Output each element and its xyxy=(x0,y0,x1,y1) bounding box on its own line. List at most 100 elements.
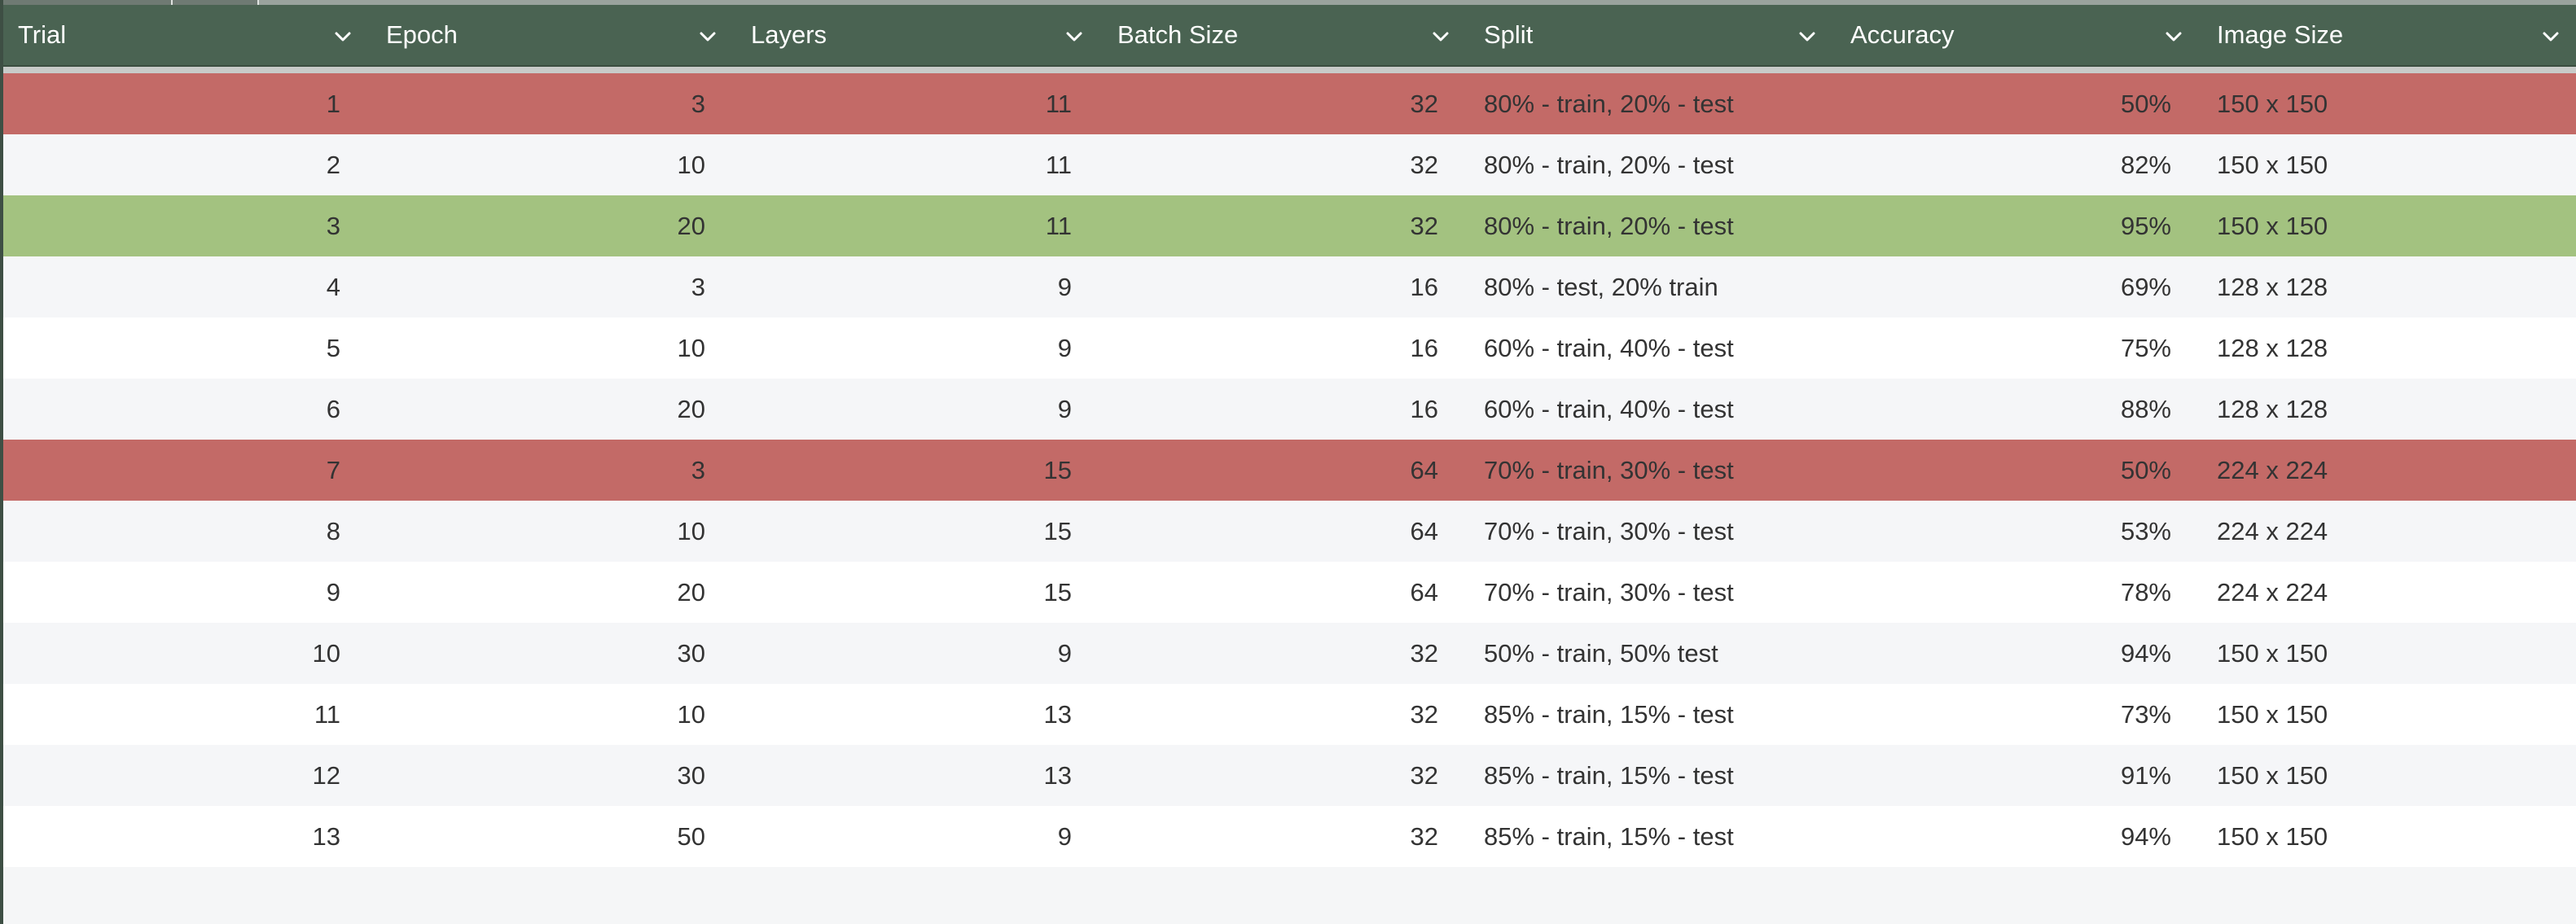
cell-batch-size: 32 xyxy=(1410,639,1438,668)
cell-epoch: 10 xyxy=(677,151,705,179)
cell-split: 70% - train, 30% - test xyxy=(1484,578,1734,607)
table-row[interactable]: 2 10 11 32 80% - train, 20% - test 82% 150 x 1… xyxy=(3,134,2576,195)
cell-image-size: 224 x 224 xyxy=(2217,517,2328,545)
cell-batch-size: 32 xyxy=(1410,151,1438,179)
cell-image-size: 128 x 128 xyxy=(2217,395,2328,423)
cell-epoch: 20 xyxy=(677,578,705,607)
cell-batch-size: 32 xyxy=(1410,90,1438,118)
cell-trial: 13 xyxy=(312,822,340,851)
cell-trial: 7 xyxy=(326,456,340,484)
sheet-tab[interactable] xyxy=(3,0,173,5)
cell-split: 85% - train, 15% - test xyxy=(1484,700,1734,729)
chevron-down-icon[interactable] xyxy=(1430,24,1451,46)
cell-epoch: 30 xyxy=(677,639,705,668)
cell-accuracy: 94% xyxy=(2120,639,2171,668)
cell-split: 80% - test, 20% train xyxy=(1484,273,1718,301)
cell-accuracy: 82% xyxy=(2120,151,2171,179)
cell-epoch: 3 xyxy=(691,273,705,301)
table-row[interactable]: 4 3 9 16 80% - test, 20% train 69% 128 x 128 xyxy=(3,256,2576,317)
column-header-image-size[interactable]: Image Size xyxy=(2202,5,2576,65)
cell-trial: 12 xyxy=(312,761,340,790)
cell-split: 85% - train, 15% - test xyxy=(1484,761,1734,790)
chevron-down-icon[interactable] xyxy=(1064,24,1085,46)
cell-layers: 13 xyxy=(1043,761,1072,790)
column-header-label: Image Size xyxy=(2217,20,2344,49)
cell-epoch: 3 xyxy=(691,456,705,484)
chevron-down-icon[interactable] xyxy=(332,24,353,46)
column-header-epoch[interactable]: Epoch xyxy=(371,5,736,65)
cell-batch-size: 16 xyxy=(1410,334,1438,362)
cell-batch-size: 64 xyxy=(1410,578,1438,607)
cell-accuracy: 88% xyxy=(2120,395,2171,423)
chevron-down-icon[interactable] xyxy=(2540,24,2561,46)
column-header-batch-size[interactable]: Batch Size xyxy=(1103,5,1469,65)
cell-epoch: 10 xyxy=(677,700,705,729)
header-divider xyxy=(3,67,2576,73)
column-header-accuracy[interactable]: Accuracy xyxy=(1836,5,2202,65)
cell-layers: 9 xyxy=(1057,822,1072,851)
cell-layers: 15 xyxy=(1043,578,1072,607)
cell-image-size: 128 x 128 xyxy=(2217,334,2328,362)
cell-layers: 11 xyxy=(1045,151,1072,179)
table-row[interactable]: 8 10 15 64 70% - train, 30% - test 53% 224 x 2… xyxy=(3,501,2576,562)
cell-trial: 9 xyxy=(326,578,340,607)
cell-image-size: 150 x 150 xyxy=(2217,700,2328,729)
cell-trial: 6 xyxy=(326,395,340,423)
cell-batch-size: 16 xyxy=(1410,395,1438,423)
column-header-layers[interactable]: Layers xyxy=(736,5,1103,65)
cell-layers: 9 xyxy=(1057,395,1072,423)
cell-accuracy: 73% xyxy=(2120,700,2171,729)
cell-epoch: 3 xyxy=(691,90,705,118)
cell-epoch: 10 xyxy=(677,517,705,545)
cell-trial: 10 xyxy=(312,639,340,668)
table-header: Trial Epoch Layers Batch Size Split Accuracy I… xyxy=(3,5,2576,67)
cell-layers: 11 xyxy=(1045,90,1072,118)
table-row[interactable]: 10 30 9 32 50% - train, 50% test 94% 150 x 150 xyxy=(3,623,2576,684)
cell-image-size: 128 x 128 xyxy=(2217,273,2328,301)
table-row[interactable]: 11 10 13 32 85% - train, 15% - test 73% 150 x … xyxy=(3,684,2576,745)
cell-split: 50% - train, 50% test xyxy=(1484,639,1718,668)
column-header-trial[interactable]: Trial xyxy=(3,5,371,65)
cell-image-size: 150 x 150 xyxy=(2217,151,2328,179)
cell-batch-size: 32 xyxy=(1410,700,1438,729)
cell-batch-size: 32 xyxy=(1410,212,1438,240)
table-row[interactable]: 6 20 9 16 60% - train, 40% - test 88% 128 x 12… xyxy=(3,379,2576,440)
cell-batch-size: 64 xyxy=(1410,517,1438,545)
table-row[interactable]: 1 3 11 32 80% - train, 20% - test 50% 150 x 15… xyxy=(3,73,2576,134)
chevron-down-icon[interactable] xyxy=(697,24,718,46)
cell-trial: 4 xyxy=(326,273,340,301)
cell-epoch: 30 xyxy=(677,761,705,790)
cell-trial: 11 xyxy=(314,700,340,729)
cell-layers: 15 xyxy=(1043,456,1072,484)
cell-trial: 2 xyxy=(326,151,340,179)
table-row[interactable]: 13 50 9 32 85% - train, 15% - test 94% 150 x 1… xyxy=(3,806,2576,867)
chevron-down-icon[interactable] xyxy=(2163,24,2184,46)
cell-image-size: 224 x 224 xyxy=(2217,456,2328,484)
table-row[interactable]: 3 20 11 32 80% - train, 20% - test 95% 150 x 1… xyxy=(3,195,2576,256)
cell-epoch: 20 xyxy=(677,395,705,423)
cell-batch-size: 64 xyxy=(1410,456,1438,484)
cell-layers: 15 xyxy=(1043,517,1072,545)
cell-split: 70% - train, 30% - test xyxy=(1484,517,1734,545)
cell-split: 80% - train, 20% - test xyxy=(1484,151,1734,179)
column-header-label: Epoch xyxy=(386,20,458,49)
cell-batch-size: 32 xyxy=(1410,761,1438,790)
cell-epoch: 20 xyxy=(677,212,705,240)
chevron-down-icon[interactable] xyxy=(1797,24,1818,46)
cell-layers: 13 xyxy=(1043,700,1072,729)
cell-epoch: 50 xyxy=(677,822,705,851)
column-header-split[interactable]: Split xyxy=(1469,5,1836,65)
table-row[interactable]: 12 30 13 32 85% - train, 15% - test 91% 150 x … xyxy=(3,745,2576,806)
column-header-label: Split xyxy=(1484,20,1534,49)
table-row[interactable]: 9 20 15 64 70% - train, 30% - test 78% 224 x 2… xyxy=(3,562,2576,623)
column-header-label: Accuracy xyxy=(1850,20,1955,49)
cell-layers: 9 xyxy=(1057,273,1072,301)
sheet-tab[interactable] xyxy=(173,0,259,5)
table-row[interactable]: 7 3 15 64 70% - train, 30% - test 50% 224 x 22… xyxy=(3,440,2576,501)
table-row[interactable]: 5 10 9 16 60% - train, 40% - test 75% 128 x 12… xyxy=(3,317,2576,379)
cell-accuracy: 94% xyxy=(2120,822,2171,851)
cell-image-size: 150 x 150 xyxy=(2217,761,2328,790)
cell-batch-size: 16 xyxy=(1410,273,1438,301)
column-header-label: Batch Size xyxy=(1117,20,1239,49)
cell-trial: 5 xyxy=(326,334,340,362)
